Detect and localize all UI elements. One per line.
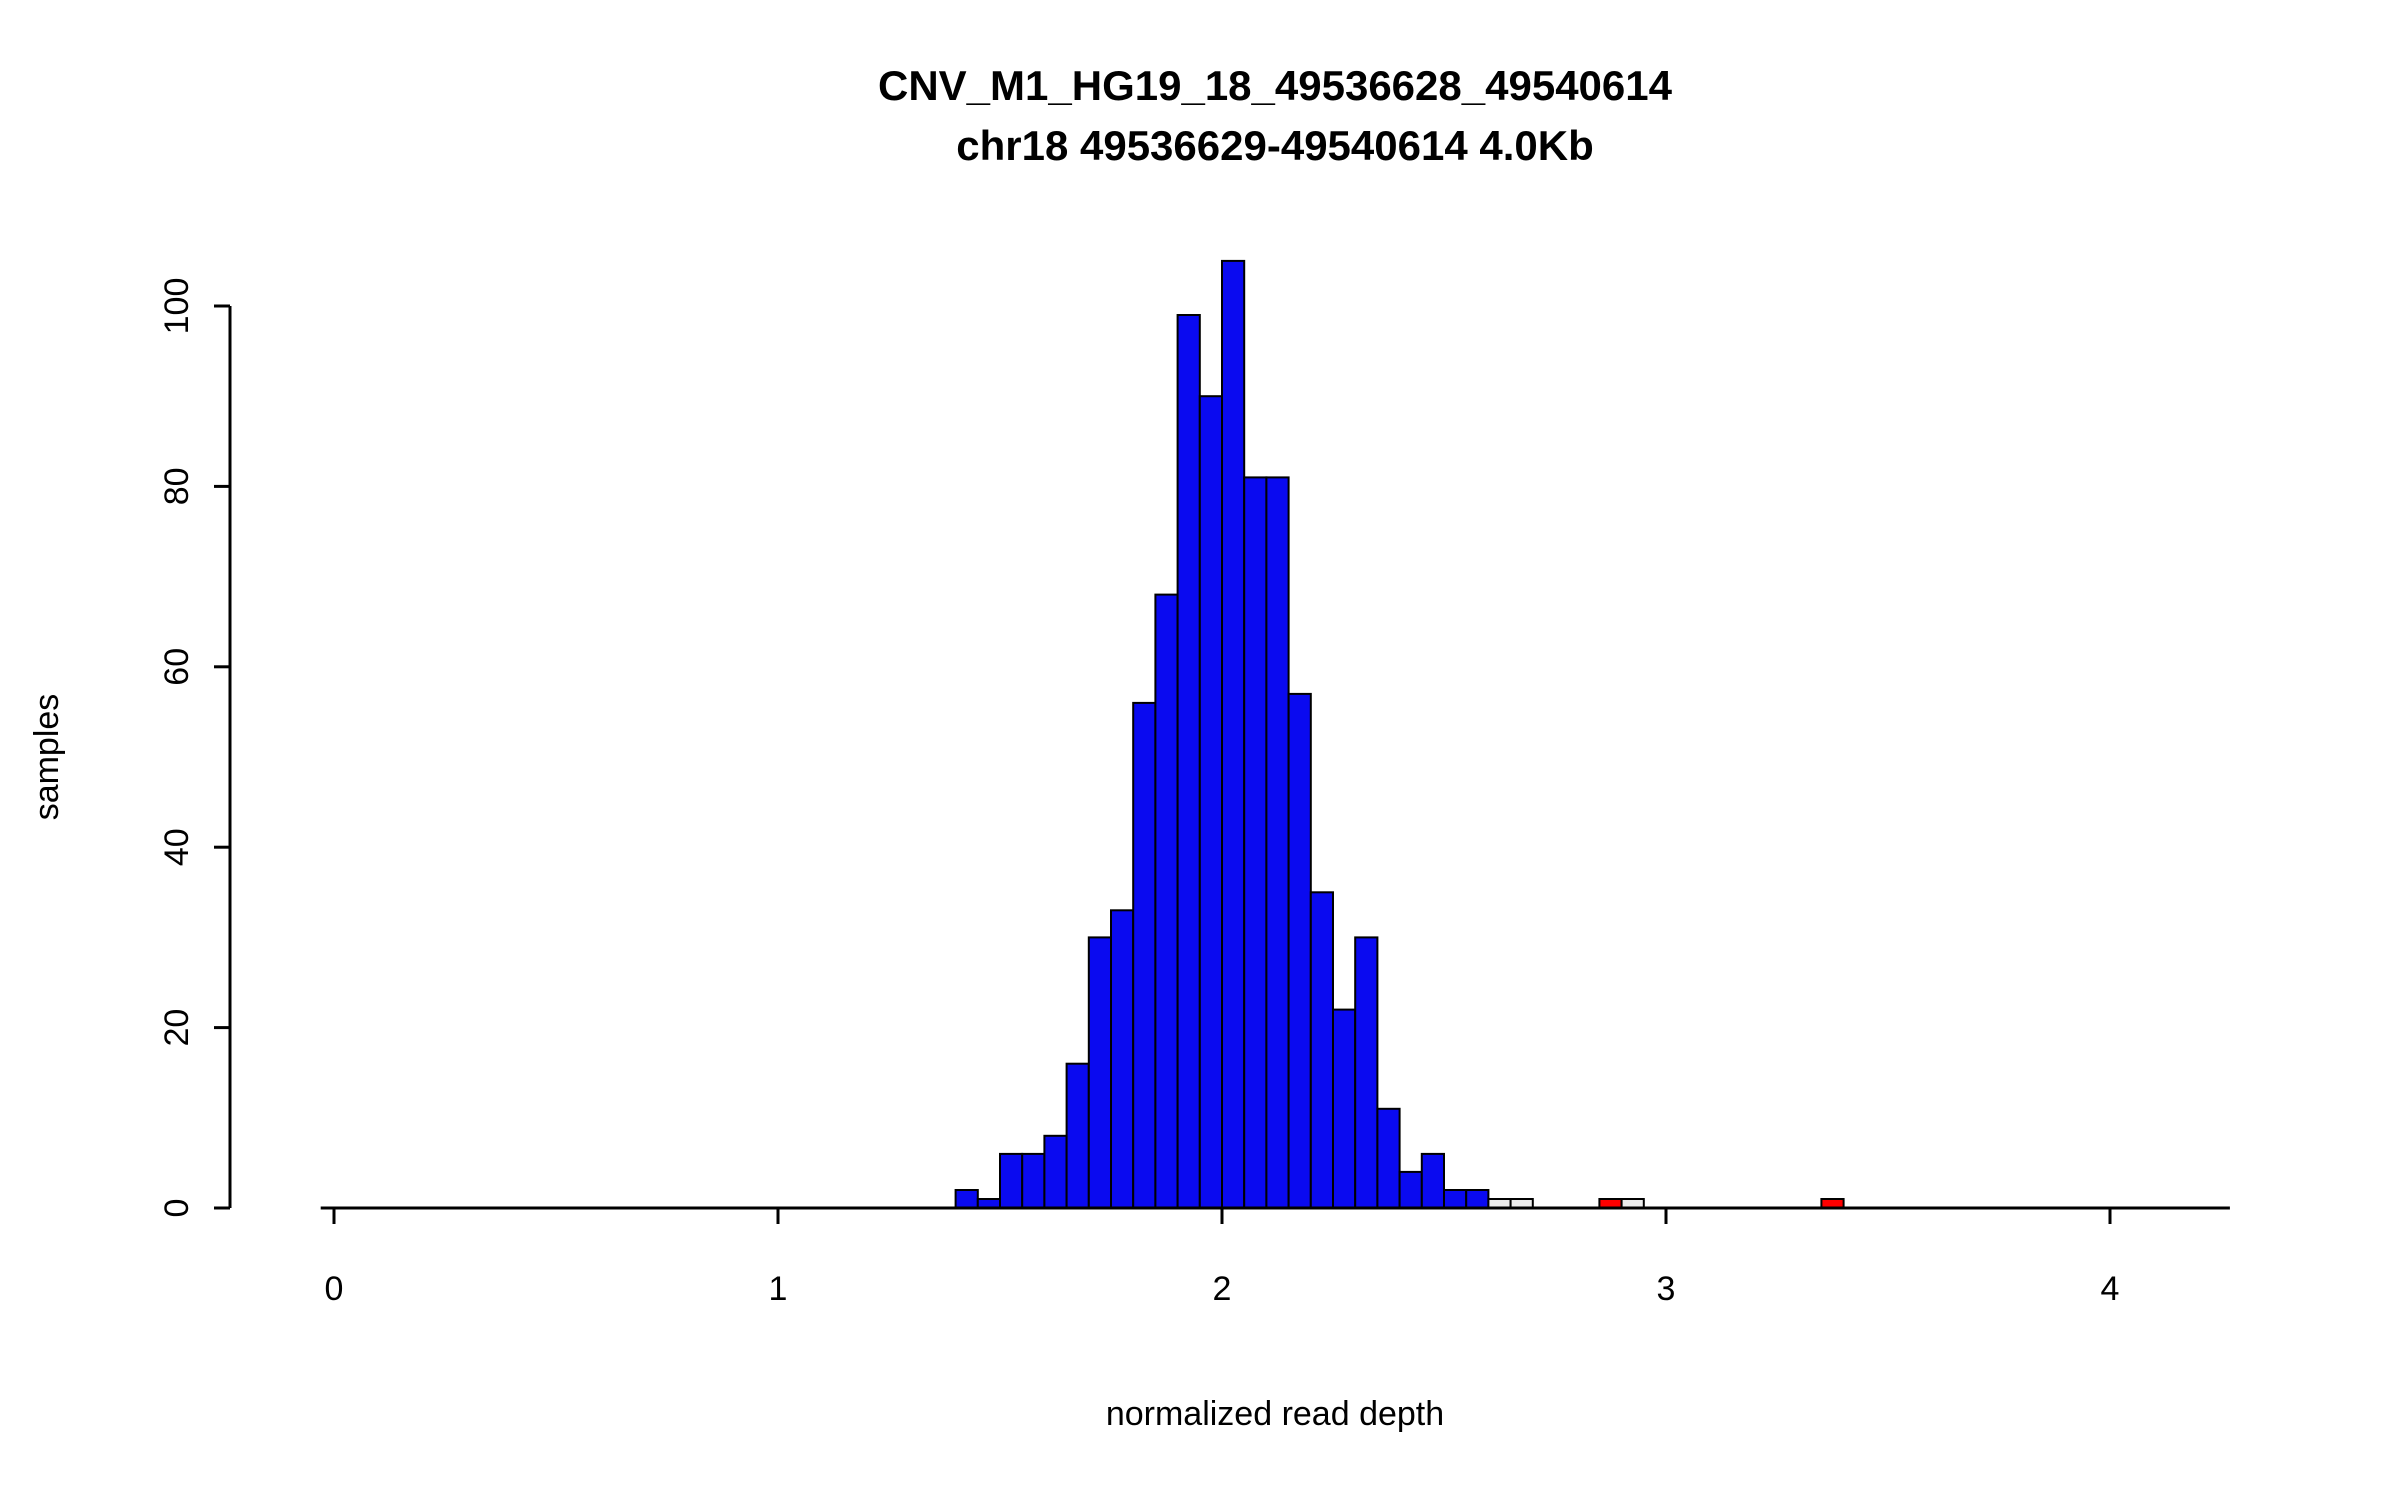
histogram-bar bbox=[1332, 1008, 1357, 1209]
bars-group bbox=[954, 259, 1845, 1210]
chart-subtitle: chr18 49536629-49540614 4.0Kb bbox=[956, 122, 1594, 169]
histogram-bar bbox=[1065, 1062, 1090, 1209]
x-tick-label: 2 bbox=[1213, 1270, 1232, 1308]
y-tick-label: 60 bbox=[158, 648, 196, 686]
histogram-bar bbox=[1287, 692, 1312, 1209]
x-tick-label: 0 bbox=[325, 1270, 344, 1308]
y-tick-label: 100 bbox=[158, 278, 196, 335]
x-axis-label: normalized read depth bbox=[1106, 1395, 1444, 1433]
y-tick-label: 0 bbox=[158, 1199, 196, 1218]
histogram-bar bbox=[1354, 936, 1379, 1210]
histogram-bar bbox=[1043, 1134, 1068, 1210]
x-tick-label: 3 bbox=[1657, 1270, 1676, 1308]
histogram-bar bbox=[1021, 1152, 1046, 1210]
histogram-bar bbox=[1110, 909, 1135, 1209]
histogram-bar bbox=[1265, 476, 1290, 1209]
histogram-bar bbox=[1309, 891, 1335, 1209]
x-tick-label: 1 bbox=[769, 1270, 788, 1308]
histogram-bar bbox=[1132, 701, 1157, 1210]
histogram-bar bbox=[954, 1189, 979, 1209]
y-tick-label: 40 bbox=[158, 828, 196, 866]
histogram-bar bbox=[999, 1152, 1024, 1210]
histogram-bar bbox=[1176, 314, 1201, 1209]
histogram-bar bbox=[1443, 1189, 1468, 1209]
histogram-bar bbox=[1420, 1152, 1446, 1210]
histogram-bar bbox=[1087, 936, 1113, 1210]
x-tick-label: 4 bbox=[2101, 1270, 2120, 1308]
histogram-bar bbox=[1154, 593, 1179, 1209]
histogram-bar bbox=[1376, 1107, 1401, 1210]
y-tick-label: 20 bbox=[158, 1009, 196, 1047]
y-tick-label: 80 bbox=[158, 467, 196, 505]
histogram-bar bbox=[1243, 476, 1268, 1209]
chart-title: CNV_M1_HG19_18_49536628_49540614 bbox=[878, 62, 1673, 109]
histogram-bar bbox=[1221, 259, 1246, 1209]
y-axis-label: samples bbox=[28, 694, 66, 821]
histogram-bar bbox=[1198, 395, 1224, 1209]
histogram-bar bbox=[1398, 1170, 1423, 1210]
histogram-bar bbox=[1465, 1189, 1490, 1209]
